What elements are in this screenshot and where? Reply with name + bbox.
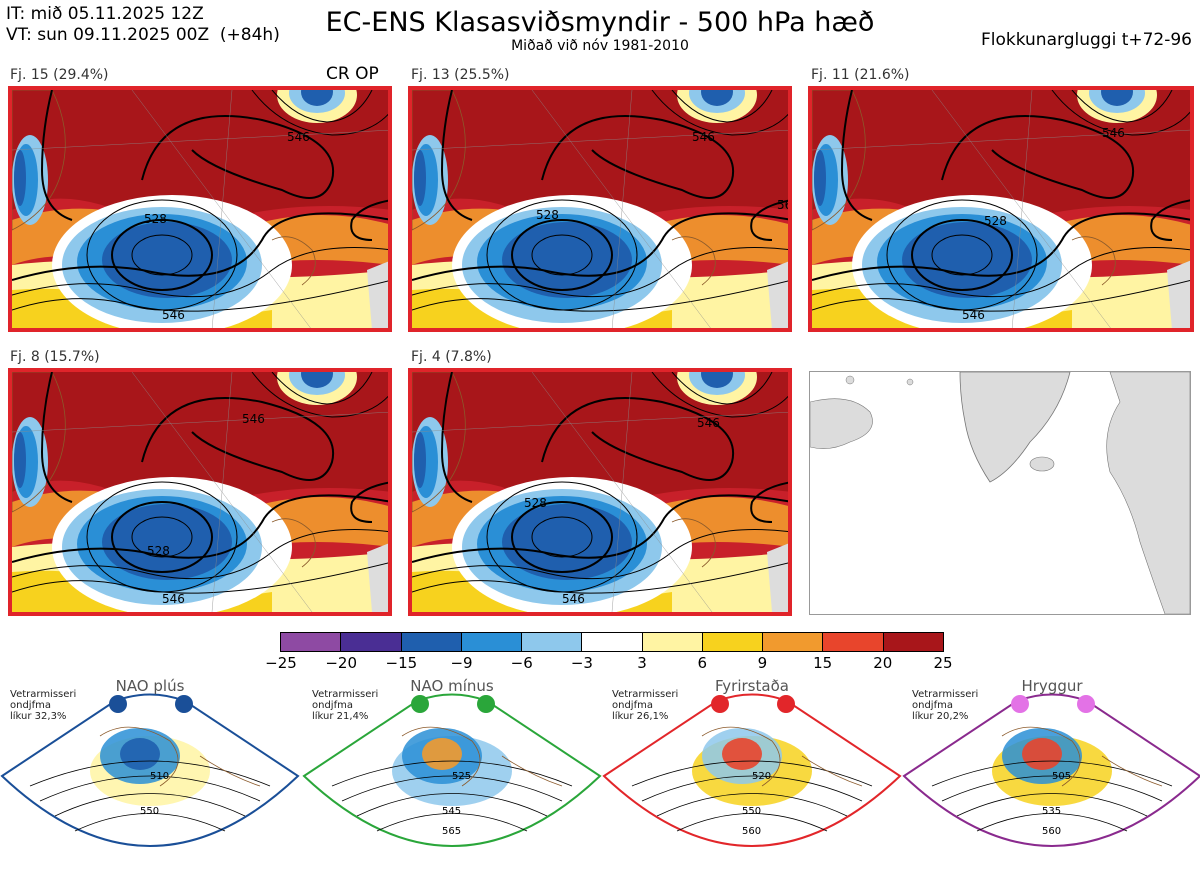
regime-contour-label: 505: [1052, 771, 1072, 782]
cluster-label-5: Fj. 4 (7.8%): [411, 349, 492, 365]
contour-label: 546: [697, 416, 720, 430]
colorbar-tick: −6: [510, 654, 533, 672]
regime-marker-icon: [777, 695, 795, 713]
regime-marker-icon: [711, 695, 729, 713]
reference-map: [809, 371, 1191, 615]
header-times: IT: mið 05.11.2025 12Z VT: sun 09.11.2025…: [6, 4, 280, 46]
colorbar-swatch: [401, 633, 462, 651]
regime-map: [902, 693, 1200, 847]
contour-label: 528: [147, 544, 170, 558]
colorbar-tick: −9: [450, 654, 473, 672]
regime-panel: [0, 676, 300, 871]
colorbar-tick: −20: [325, 654, 357, 672]
page-title: EC-ENS Klasasviðsmyndir - 500 hPa hæð: [325, 7, 875, 38]
colorbar-tick: 25: [933, 654, 953, 672]
contour-label: 528: [536, 208, 559, 222]
colorbar-tick: 9: [757, 654, 768, 672]
colorbar-swatch: [883, 633, 943, 651]
regime-marker-icon: [1011, 695, 1029, 713]
cluster-map-3: 528 546 546: [808, 86, 1194, 332]
cluster-map-5: 528 546 546: [408, 368, 792, 616]
colorbar-tick: −25: [265, 654, 297, 672]
colorbar: [280, 632, 944, 652]
regime-marker-icon: [1077, 695, 1095, 713]
contour-label: 546: [1102, 126, 1125, 140]
regime-note: Vetrarmisseri ondjfma líkur 26,1%: [612, 689, 679, 722]
cluster-map-1: 528 546 546: [8, 86, 392, 332]
regime-note: Vetrarmisseri ondjfma líkur 32,3%: [10, 689, 77, 722]
regime-map: [302, 693, 602, 847]
colorbar-swatch: [522, 633, 583, 651]
regime-marker-icon: [175, 695, 193, 713]
regime-panel: [602, 676, 902, 871]
regime-contour-label: 560: [742, 826, 762, 837]
regime-marker-icon: [411, 695, 429, 713]
regime-contour-label: 550: [140, 806, 160, 817]
colorbar-swatch: [702, 633, 764, 651]
colorbar-tick: −3: [570, 654, 593, 672]
cluster-label-3: Fj. 11 (21.6%): [811, 67, 910, 83]
regime-contour-label: 510: [150, 771, 170, 782]
cluster-label-1: Fj. 15 (29.4%): [10, 67, 109, 83]
cluster-map-4: 528 546 546: [8, 368, 392, 616]
contour-label: 546: [242, 412, 265, 426]
colorbar-swatch: [582, 633, 643, 651]
regime-contour-label: 550: [742, 806, 762, 817]
contour-label: 528: [144, 212, 167, 226]
colorbar-tick: 6: [697, 654, 708, 672]
colorbar-swatch: [341, 633, 402, 651]
colorbar-tick: 3: [637, 654, 647, 672]
cluster-map-2: 528 546 564: [408, 86, 792, 332]
valid-time: VT: sun 09.11.2025 00Z (+84h): [6, 25, 280, 45]
regime-contour-label: 565: [442, 826, 462, 837]
contour-label: 546: [562, 592, 585, 606]
contour-label: 546: [162, 308, 185, 322]
contour-label: 564: [777, 198, 792, 212]
regime-name: Fyrirstaða: [715, 677, 789, 695]
colorbar-swatch: [461, 633, 523, 651]
regime-panel: [902, 676, 1200, 871]
regime-map: [602, 693, 902, 847]
cluster-tag-1: CR OP: [326, 64, 379, 84]
regime-note: Vetrarmisseri ondjfma líkur 21,4%: [312, 689, 379, 722]
colorbar-tick: 20: [873, 654, 893, 672]
regime-marker-icon: [477, 695, 495, 713]
regime-contour-label: 525: [452, 771, 472, 782]
contour-label: 546: [962, 308, 985, 322]
colorbar-tick: −15: [385, 654, 418, 672]
colorbar-swatch: [763, 633, 824, 651]
classification-window: Flokkunargluggi t+72-96: [980, 30, 1192, 50]
colorbar-swatch: [281, 633, 342, 651]
regime-contour-label: 560: [1042, 826, 1062, 837]
colorbar-swatch: [642, 633, 703, 651]
colorbar-tick: 15: [813, 654, 833, 672]
regime-panel: [302, 676, 602, 871]
regime-name: NAO plús: [115, 677, 185, 695]
regime-contour-label: 545: [442, 806, 462, 817]
regime-map: [0, 693, 300, 847]
contour-label: 528: [524, 496, 547, 510]
regime-name: Hryggur: [1021, 677, 1083, 695]
regime-note: Vetrarmisseri ondjfma líkur 20,2%: [912, 689, 979, 722]
contour-label: 546: [692, 130, 715, 144]
contour-label: 546: [162, 592, 185, 606]
contour-label: 528: [984, 214, 1007, 228]
regime-contour-label: 520: [752, 771, 772, 782]
colorbar-swatch: [823, 633, 884, 651]
cluster-label-4: Fj. 8 (15.7%): [10, 349, 100, 365]
init-time: IT: mið 05.11.2025 12Z: [6, 4, 204, 24]
page-subtitle: Miðað við nóv 1981-2010: [511, 38, 689, 54]
regime-name: NAO mínus: [410, 677, 494, 695]
cluster-label-2: Fj. 13 (25.5%): [411, 67, 510, 83]
contour-label: 546: [287, 130, 310, 144]
regime-marker-icon: [109, 695, 127, 713]
regime-contour-label: 535: [1042, 806, 1062, 817]
